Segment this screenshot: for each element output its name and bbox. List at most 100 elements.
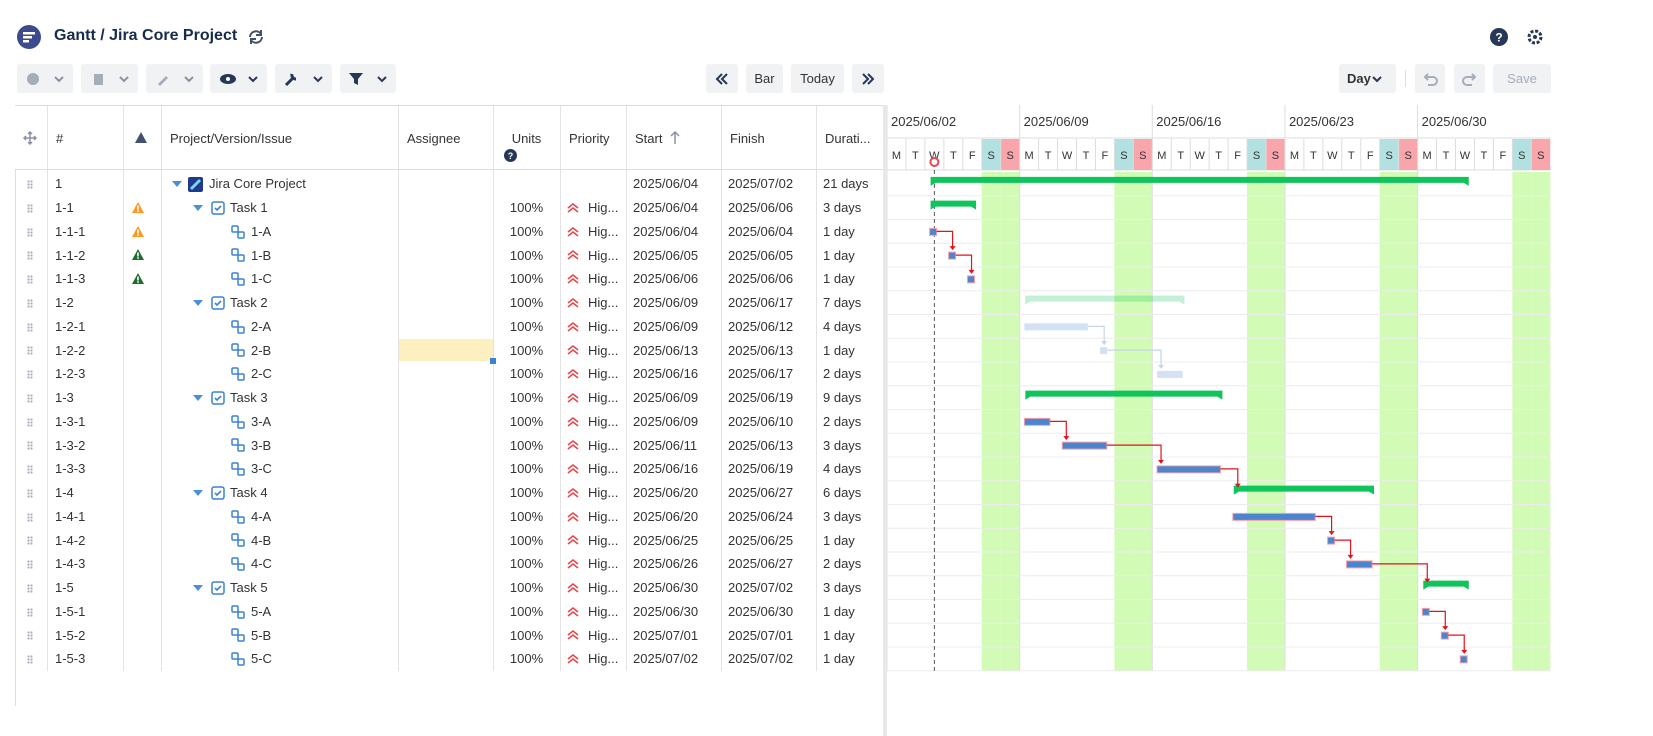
- finish-date: 2025/06/10: [728, 413, 794, 429]
- priority-icon: [567, 226, 579, 237]
- alert-icon: [131, 248, 145, 261]
- filter-menu[interactable]: [340, 64, 396, 93]
- day-label: S: [1007, 150, 1014, 162]
- day-label: T: [1045, 150, 1052, 162]
- dependency-link: [1220, 468, 1239, 487]
- add-menu[interactable]: [17, 64, 73, 93]
- units: 100%: [509, 627, 544, 643]
- settings-button[interactable]: [1526, 28, 1544, 46]
- issue-name: 5-C: [251, 651, 272, 667]
- drag-handle: [27, 655, 33, 664]
- units: 100%: [509, 318, 544, 334]
- duration: 3 days: [823, 508, 862, 524]
- scale-select[interactable]: Day: [1339, 64, 1396, 93]
- duration: 1 day: [823, 342, 855, 358]
- day-label: M: [1025, 150, 1034, 162]
- dependency-arrow: [1328, 531, 1335, 536]
- start-date: 2025/06/16: [633, 366, 699, 382]
- week-label: 2025/06/16: [1156, 114, 1221, 129]
- day-label: T: [1177, 150, 1184, 162]
- units: 100%: [509, 200, 544, 216]
- undo-button[interactable]: [1415, 64, 1445, 93]
- start-date: 2025/06/16: [633, 461, 699, 477]
- today-button[interactable]: Today: [791, 64, 844, 93]
- weekend-header: [1000, 139, 1020, 170]
- start-date: 2025/06/05: [633, 247, 699, 263]
- drag-handle: [27, 298, 33, 308]
- units: 100%: [509, 437, 544, 453]
- issue-name: 4-C: [251, 556, 272, 572]
- column-header: Start: [635, 131, 663, 146]
- priority: Hig...: [588, 223, 619, 239]
- col-divider: [626, 106, 627, 671]
- row-id: 1-5: [55, 580, 74, 596]
- dependency-link: [955, 254, 973, 273]
- dependency-link: [1106, 444, 1162, 463]
- dependency-arrow: [1101, 341, 1108, 346]
- today-marker: [929, 157, 940, 167]
- week-label: 2025/06/02: [891, 114, 956, 129]
- day-label: S: [988, 150, 995, 162]
- weekend-column: [1133, 172, 1153, 671]
- row-id: 1-2: [55, 295, 74, 311]
- units: 100%: [509, 603, 544, 619]
- column-header: #: [56, 131, 64, 146]
- weekend-column: [1266, 172, 1285, 671]
- units: 100%: [509, 413, 544, 429]
- column-header: Units: [511, 131, 542, 146]
- priority: Hig...: [588, 508, 619, 524]
- row-id: 1-2-2: [55, 342, 86, 358]
- dependency-arrow: [1158, 364, 1165, 369]
- expand-caret: [193, 204, 203, 212]
- row-id: 1: [55, 176, 63, 192]
- finish-date: 2025/06/13: [728, 342, 794, 358]
- issue-icon: [231, 414, 245, 429]
- drag-handle: [27, 536, 33, 546]
- task-bar: [1061, 441, 1108, 450]
- weekend-header: [1133, 139, 1153, 170]
- units: 100%: [509, 532, 544, 548]
- column-header: Assignee: [407, 131, 461, 146]
- redo-button[interactable]: [1454, 64, 1485, 93]
- finish-date: 2025/06/17: [728, 295, 794, 311]
- row-id: 1-4-2: [55, 532, 86, 548]
- alert-header-icon: [134, 131, 148, 144]
- issue-name: 1-C: [251, 271, 272, 287]
- day-label: T: [1215, 150, 1222, 162]
- col-divider: [161, 106, 162, 671]
- col-divider: [47, 106, 48, 671]
- dependency-link: [1448, 634, 1465, 653]
- priority-icon: [567, 463, 579, 474]
- svg-text:?: ?: [1495, 31, 1502, 45]
- row-id: 1-3-2: [55, 437, 86, 453]
- finish-date: 2025/06/04: [728, 223, 794, 239]
- bar-button[interactable]: Bar: [746, 64, 783, 93]
- column-header: Finish: [730, 131, 765, 146]
- issue-icon: [231, 462, 245, 476]
- help-button[interactable]: ?: [1490, 28, 1508, 46]
- duration: 1 day: [823, 247, 855, 263]
- tools-menu[interactable]: [275, 64, 332, 93]
- week-label: 2025/06/30: [1422, 114, 1487, 129]
- next-button[interactable]: [852, 64, 884, 93]
- refresh-button[interactable]: [246, 27, 266, 47]
- issue-icon: [231, 438, 245, 452]
- priority: Hig...: [588, 461, 619, 477]
- drag-handle: [27, 275, 33, 284]
- task-bar: [1421, 607, 1430, 616]
- delete-menu[interactable]: [81, 64, 138, 93]
- duration: 3 days: [823, 437, 862, 453]
- edit-menu[interactable]: [146, 64, 203, 93]
- drag-handle: [27, 370, 33, 379]
- summary-bar: [1025, 295, 1185, 305]
- expand-caret: [193, 489, 203, 497]
- prev-button[interactable]: [706, 64, 738, 93]
- day-label: T: [1443, 150, 1450, 162]
- save-button[interactable]: Save: [1493, 64, 1551, 93]
- issue-icon: [231, 509, 245, 524]
- view-menu[interactable]: [210, 64, 267, 93]
- weekend-column: [1000, 172, 1020, 671]
- priority-icon: [567, 368, 579, 379]
- day-label: F: [1367, 150, 1374, 162]
- dependency-arrow: [949, 246, 956, 251]
